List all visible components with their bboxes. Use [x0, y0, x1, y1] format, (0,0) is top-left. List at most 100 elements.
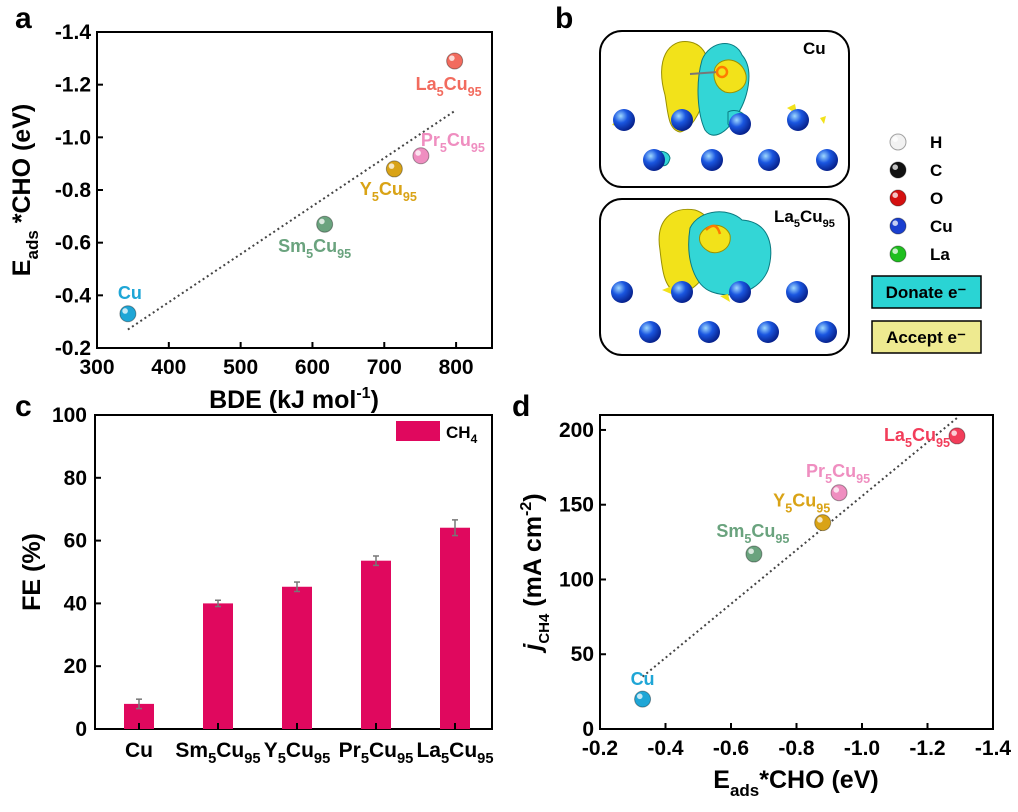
- y-tick-label-c: 20: [64, 655, 87, 678]
- panel-b-illustration: Cu La5Cu95 HCO Cu La Donate e⁻ Accept e⁻: [599, 30, 982, 356]
- data-point-a: [316, 215, 334, 233]
- point-label-a: Cu: [118, 283, 142, 303]
- y-tick-label-d: 200: [559, 419, 594, 442]
- atom-legend-swatch: [889, 245, 907, 263]
- data-point-d: [745, 545, 763, 563]
- cu-slab-label: Cu: [803, 39, 826, 58]
- x-axis-title-a: BDE (kJ mol-1): [209, 385, 379, 414]
- data-point-d: [634, 690, 652, 708]
- atom-legend-label: Cu: [930, 217, 953, 236]
- bar-c: [440, 527, 470, 729]
- x-tick-label-a: 800: [439, 356, 474, 379]
- fit-line-a: [127, 110, 456, 331]
- x-tick-label-a: 300: [79, 356, 114, 379]
- category-label-c: Pr5Cu95: [339, 739, 414, 767]
- y-tick-label-a: -0.2: [55, 337, 91, 360]
- panel-a-chart: 300 400 500 600 700 800 -0.2 -0.4 -0.6 -0.8 -1.0 -1…: [8, 21, 493, 414]
- cu-atom: [701, 149, 723, 171]
- cu-atom: [671, 281, 693, 303]
- atom-legend-label: O: [930, 189, 943, 208]
- panel-label-c: c: [15, 390, 32, 423]
- cu-atom: [758, 149, 780, 171]
- donate-legend-box: [871, 275, 982, 309]
- axis-ticks-d: -0.2 -0.4 -0.6 -0.8 -1.0 -1.2 -1.4 0 50 100 150 200: [559, 419, 1011, 760]
- category-label-c: La5Cu95: [416, 739, 493, 767]
- data-point-a: [412, 147, 430, 165]
- donate-legend-label: Donate e⁻: [886, 283, 967, 302]
- x-tick-label-a: 600: [295, 356, 330, 379]
- point-label-d: Cu: [631, 669, 655, 689]
- y-tick-label-c: 100: [52, 404, 87, 427]
- legend-swatch-c: [396, 421, 440, 441]
- cu-atom: [643, 149, 665, 171]
- cu-atom: [757, 321, 779, 343]
- y-axis-title-c: FE (%): [18, 533, 46, 611]
- category-label-c: Y5Cu95: [264, 739, 331, 767]
- x-tick-label-d: -0.2: [582, 737, 618, 760]
- cu-atoms-bottom: [611, 281, 837, 343]
- points-d: Cu Sm5Cu95 Y5Cu95 Pr5Cu95 La5Cu95: [631, 425, 966, 708]
- y-tick-label-c: 80: [64, 467, 87, 490]
- bar-c: [203, 603, 233, 729]
- x-tick-label-d: -1.2: [909, 737, 945, 760]
- y-tick-label-c: 40: [64, 592, 87, 615]
- y-tick-label-d: 50: [571, 643, 594, 666]
- bars-c: [124, 519, 470, 729]
- data-point-d: [830, 484, 848, 502]
- cu-atom: [639, 321, 661, 343]
- y-tick-label-a: -1.2: [55, 74, 91, 97]
- cu-atom: [698, 321, 720, 343]
- x-tick-labels-c: Cu Sm5Cu95 Y5Cu95 Pr5Cu95 La5Cu95: [125, 739, 494, 767]
- x-tick-label-d: -1.4: [975, 737, 1012, 760]
- atom-legend-swatch: [889, 133, 907, 151]
- bar-c: [361, 560, 391, 729]
- x-tick-label-d: -1.0: [844, 737, 880, 760]
- la-isosurface: [658, 208, 772, 302]
- category-label-c: Cu: [125, 739, 153, 762]
- cu-atom: [729, 113, 751, 135]
- la-slab-label: La5Cu95: [774, 207, 835, 230]
- accept-legend-box: [871, 320, 982, 354]
- cu-atom: [816, 149, 838, 171]
- panel-label-a: a: [15, 2, 32, 35]
- axis-ticks-a: 300 400 500 600 700 800 -0.2 -0.4 -0.6 -0.8 -1.0 -1…: [55, 21, 474, 379]
- data-point-a: [446, 52, 464, 70]
- y-tick-label-a: -0.6: [55, 232, 91, 255]
- x-tick-label-a: 700: [367, 356, 402, 379]
- atom-legend-label: C: [930, 161, 942, 180]
- atom-legend-label: La: [930, 245, 950, 264]
- x-tick-label-d: -0.4: [647, 737, 684, 760]
- y-tick-label-a: -1.4: [55, 21, 92, 44]
- point-label-a: Y5Cu95: [360, 179, 417, 204]
- cu-atom: [611, 281, 633, 303]
- y-tick-label-c: 60: [64, 530, 87, 553]
- category-label-c: Sm5Cu95: [175, 739, 260, 767]
- y-tick-label-c: 0: [75, 718, 87, 741]
- atom-legend-swatch: [889, 217, 907, 235]
- cu-atom: [815, 321, 837, 343]
- point-label-d: Sm5Cu95: [716, 521, 789, 546]
- point-label-d: Y5Cu95: [773, 491, 830, 516]
- atom-legend-label: H: [930, 133, 942, 152]
- cu-atom: [786, 281, 808, 303]
- atom-legend: HCO Cu La: [889, 133, 953, 264]
- atom-legend-swatch: [889, 189, 907, 207]
- bar-c: [282, 586, 312, 729]
- cu-atoms-top: [613, 109, 838, 171]
- panel-label-d: d: [512, 390, 530, 423]
- y-tick-label-a: -0.8: [55, 179, 92, 202]
- data-point-d: [814, 514, 832, 532]
- y-tick-label-d: 100: [559, 568, 594, 591]
- point-label-d: Pr5Cu95: [806, 461, 870, 486]
- panel-d-chart: -0.2 -0.4 -0.6 -0.8 -1.0 -1.2 -1.4 0 50 100 150 200…: [518, 414, 1011, 800]
- cu-atom: [671, 109, 693, 131]
- data-point-a: [119, 305, 137, 323]
- panel-label-b: b: [555, 2, 573, 35]
- plot-frame-d: [599, 414, 994, 730]
- cu-atom: [613, 109, 635, 131]
- accept-legend-label: Accept e⁻: [886, 328, 966, 347]
- x-tick-label-a: 500: [223, 356, 258, 379]
- x-tick-label-a: 400: [151, 356, 186, 379]
